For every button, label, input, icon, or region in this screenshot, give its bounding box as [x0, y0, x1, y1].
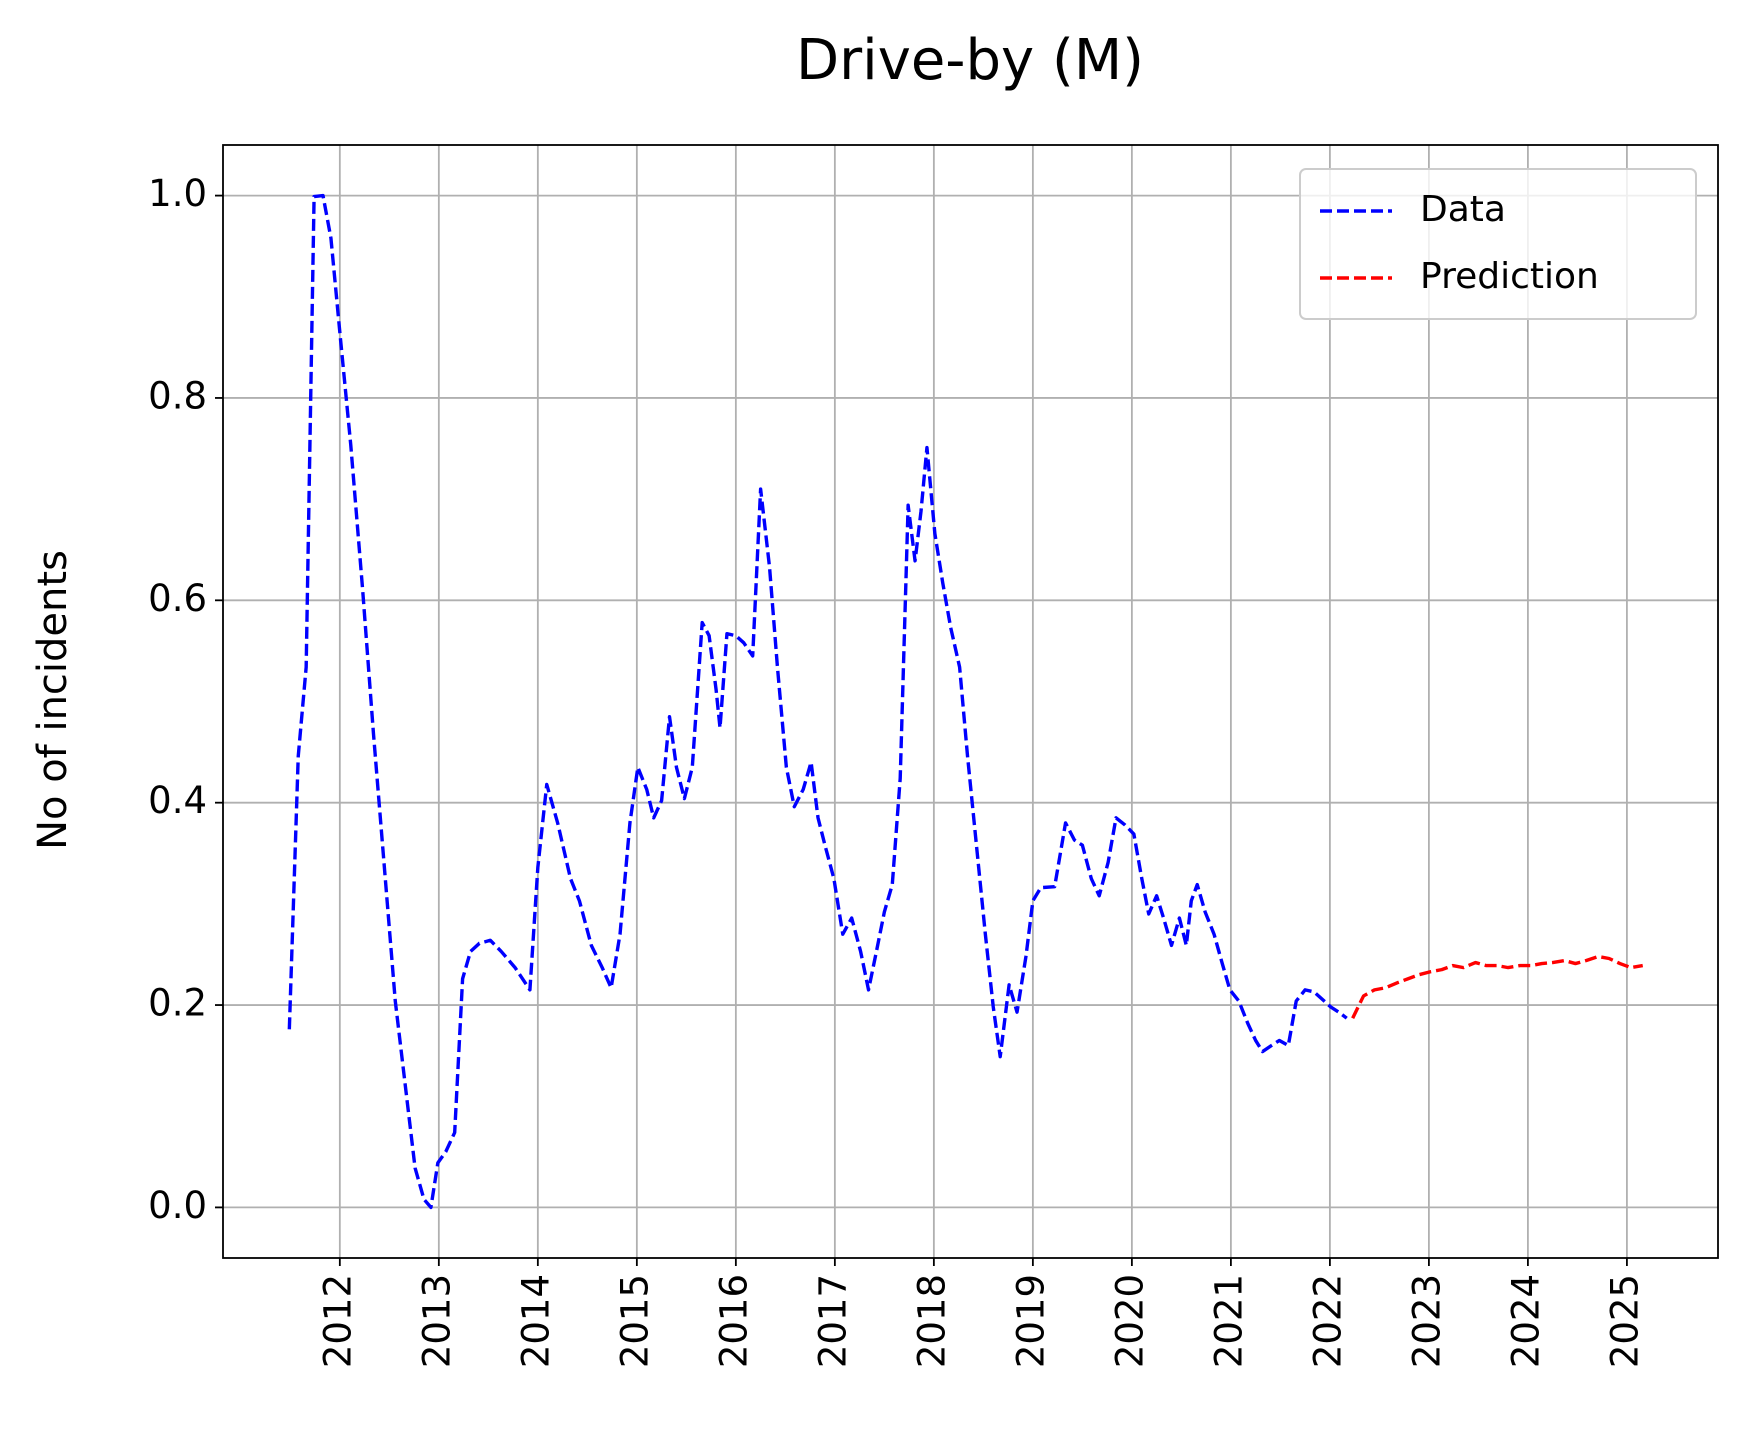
x-tick-label: 2021: [1207, 1274, 1250, 1368]
y-tick-label: 0.8: [148, 374, 207, 417]
data-line: [287, 193, 1348, 1210]
x-tick-label: 2012: [316, 1274, 359, 1368]
x-tick-label: 2020: [1108, 1274, 1151, 1368]
y-tick-label: 0.4: [148, 779, 207, 822]
plot-frame: [222, 144, 1719, 1259]
data-line: [1351, 954, 1644, 1019]
x-tick-label: 2017: [811, 1274, 854, 1368]
legend-label: Data: [1420, 189, 1506, 230]
x-tick-label: 2025: [1603, 1274, 1646, 1368]
x-tick-label: 2024: [1504, 1274, 1547, 1368]
legend-box: [1299, 168, 1697, 320]
x-tick-label: 2016: [712, 1274, 755, 1368]
y-axis-label: No of incidents: [30, 550, 76, 850]
x-tick-label: 2015: [613, 1274, 656, 1368]
x-tick-label: 2014: [514, 1274, 557, 1368]
x-tick-label: 2018: [910, 1274, 953, 1368]
x-tick-label: 2022: [1306, 1274, 1349, 1368]
legend: Data Prediction: [1299, 168, 1697, 320]
y-tick-label: 1.0: [148, 172, 207, 215]
x-tick-label: 2019: [1009, 1274, 1052, 1368]
x-tick-label: 2023: [1405, 1274, 1448, 1368]
y-tick-label: 0.6: [148, 577, 207, 620]
x-tick-label: 2013: [415, 1274, 458, 1368]
chart-title: Drive-by (M): [796, 28, 1144, 93]
y-tick-label: 0.2: [148, 982, 207, 1025]
legend-label: Prediction: [1420, 256, 1599, 297]
y-tick-label: 0.0: [148, 1184, 207, 1227]
